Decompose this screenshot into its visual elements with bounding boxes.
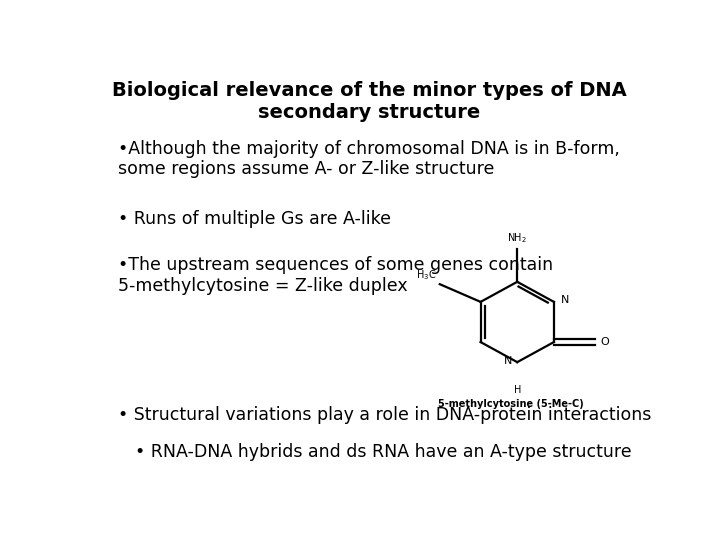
Text: •Although the majority of chromosomal DNA is in B-form,
some regions assume A- o: •Although the majority of chromosomal DN… [118, 140, 620, 178]
Text: •The upstream sequences of some genes contain
5-methylcytosine = Z-like duplex: •The upstream sequences of some genes co… [118, 256, 553, 295]
Text: 5-methylcytosine (5-Me-C): 5-methylcytosine (5-Me-C) [438, 400, 584, 409]
Text: O: O [600, 337, 610, 347]
Text: H: H [513, 384, 521, 395]
Text: NH$_2$: NH$_2$ [508, 232, 527, 245]
Text: Biological relevance of the minor types of DNA
secondary structure: Biological relevance of the minor types … [112, 82, 626, 123]
Text: • Runs of multiple Gs are A-like: • Runs of multiple Gs are A-like [118, 210, 391, 228]
Text: • Structural variations play a role in DNA-protein interactions: • Structural variations play a role in D… [118, 406, 652, 424]
Text: N: N [504, 356, 513, 366]
Text: H$_3$C: H$_3$C [416, 268, 437, 282]
Text: N: N [561, 294, 569, 305]
Text: • RNA-DNA hybrids and ds RNA have an A-type structure: • RNA-DNA hybrids and ds RNA have an A-t… [135, 443, 631, 461]
